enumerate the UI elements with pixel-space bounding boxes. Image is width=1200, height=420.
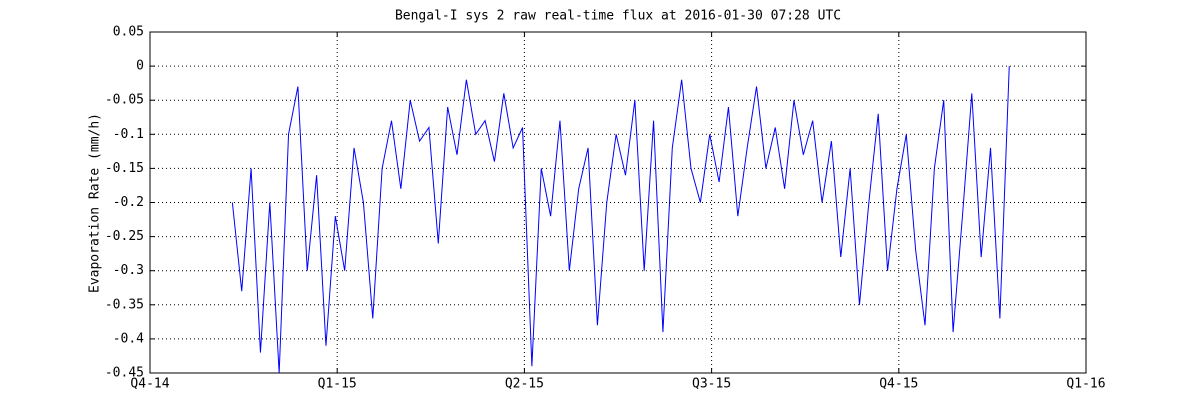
x-tick-label: Q3-15 bbox=[692, 377, 731, 392]
y-tick-label: -0.05 bbox=[105, 93, 144, 108]
y-tick-label: -0.2 bbox=[113, 195, 144, 210]
x-tick-label: Q4-15 bbox=[879, 377, 918, 392]
y-tick-label: -0.4 bbox=[113, 331, 144, 346]
y-tick-label: -0.1 bbox=[113, 127, 144, 142]
y-tick-label: -0.45 bbox=[105, 366, 144, 381]
x-tick-label: Q2-15 bbox=[505, 377, 544, 392]
y-tick-label: 0.05 bbox=[113, 25, 144, 40]
x-tick-label: Q4-14 bbox=[130, 377, 169, 392]
x-tick-label: Q1-16 bbox=[1066, 377, 1105, 392]
chart-title: Bengal-I sys 2 raw real-time flux at 201… bbox=[395, 9, 841, 24]
y-tick-label: -0.25 bbox=[105, 229, 144, 244]
y-axis-label: Evaporation Rate (mm/h) bbox=[88, 113, 103, 293]
data-line bbox=[231, 66, 1010, 374]
x-tick-label: Q1-15 bbox=[318, 377, 357, 392]
y-tick-label: -0.3 bbox=[113, 263, 144, 278]
y-tick-label: -0.35 bbox=[105, 297, 144, 312]
y-tick-label: -0.15 bbox=[105, 161, 144, 176]
y-tick-label: 0 bbox=[136, 59, 144, 74]
plot-frame bbox=[149, 31, 1087, 374]
